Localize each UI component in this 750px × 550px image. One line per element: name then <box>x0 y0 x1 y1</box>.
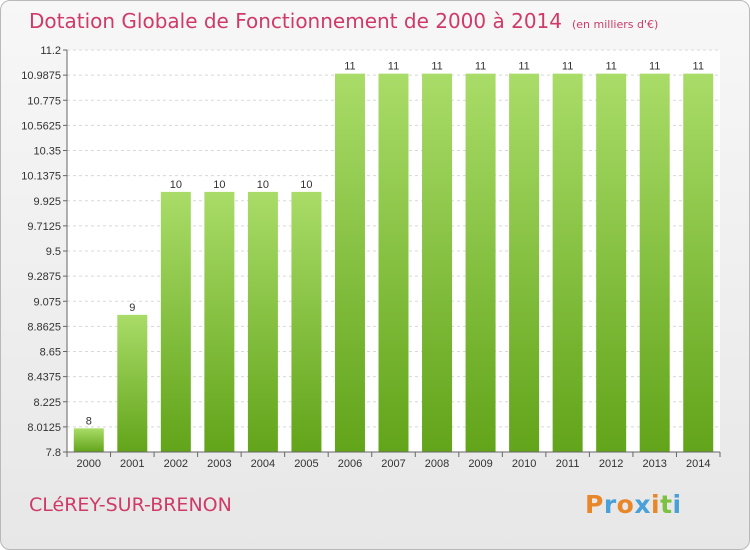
data-label: 11 <box>475 61 486 73</box>
chart-title: Dotation Globale de Fonctionnement de 20… <box>29 9 659 33</box>
y-tick-label: 10.775 <box>27 95 61 107</box>
x-tick-label: 2000 <box>77 458 101 470</box>
commune-name: CLéREY-SUR-BRENON <box>29 494 232 516</box>
y-tick-label: 8.8625 <box>27 321 61 333</box>
y-tick-label: 11.2 <box>40 45 61 57</box>
bar <box>509 73 540 452</box>
bar <box>204 191 235 452</box>
data-label: 11 <box>562 61 573 73</box>
proxiti-logo: Proxiti <box>585 490 682 519</box>
x-tick-label: 2013 <box>642 458 666 470</box>
x-tick-label: 2004 <box>251 458 275 470</box>
data-label: 11 <box>388 61 399 73</box>
x-tick-label: 2007 <box>381 458 405 470</box>
x-tick-label: 2003 <box>207 458 231 470</box>
bar <box>160 191 191 452</box>
bar <box>465 73 496 452</box>
bar <box>422 73 453 452</box>
bar <box>683 73 714 452</box>
y-tick-label: 9.075 <box>33 296 61 308</box>
data-label: 8 <box>86 415 92 427</box>
bar <box>378 73 409 452</box>
y-tick-label: 8.65 <box>40 347 61 359</box>
data-label: 10 <box>213 179 225 191</box>
x-tick-label: 2001 <box>120 458 144 470</box>
data-label: 11 <box>344 61 355 73</box>
x-tick-label: 2002 <box>164 458 188 470</box>
data-label: 9 <box>129 302 135 314</box>
logo-letter: i <box>651 490 661 519</box>
y-tick-label: 10.9875 <box>21 70 61 82</box>
y-tick-label: 10.35 <box>33 146 61 158</box>
data-label: 10 <box>257 179 269 191</box>
y-tick-label: 8.4375 <box>27 372 61 384</box>
data-label: 11 <box>431 61 442 73</box>
y-tick-label: 9.7125 <box>27 221 61 233</box>
data-label: 11 <box>693 61 704 73</box>
x-tick-label: 2014 <box>686 458 710 470</box>
x-tick-label: 2009 <box>468 458 492 470</box>
y-tick-label: 8.225 <box>33 397 61 409</box>
logo-letter: P <box>585 490 604 519</box>
data-label: 11 <box>518 61 529 73</box>
y-tick-label: 8.0125 <box>27 422 61 434</box>
y-tick-label: 10.1375 <box>21 171 61 183</box>
logo-letter: t <box>660 490 673 519</box>
y-tick-label: 9.5 <box>46 246 61 258</box>
x-tick-label: 2011 <box>556 458 580 470</box>
y-tick-label: 9.2875 <box>27 271 61 283</box>
data-label: 10 <box>300 179 312 191</box>
logo-letter: i <box>672 490 682 519</box>
bar <box>247 191 278 452</box>
x-tick-label: 2006 <box>338 458 362 470</box>
y-tick-label: 10.5625 <box>21 120 61 132</box>
bar <box>596 73 627 452</box>
bar <box>552 73 583 452</box>
data-label: 11 <box>605 61 616 73</box>
x-tick-label: 2012 <box>599 458 623 470</box>
bar <box>73 428 104 452</box>
bar <box>639 73 670 452</box>
logo-letter: o <box>616 490 635 519</box>
x-tick-label: 2005 <box>294 458 318 470</box>
unit-label: (en milliers d'€) <box>572 18 659 31</box>
x-tick-label: 2008 <box>425 458 449 470</box>
logo-letter: x <box>634 490 651 519</box>
y-tick-label: 9.925 <box>33 196 61 208</box>
data-label: 11 <box>649 61 660 73</box>
bar <box>291 191 322 452</box>
data-label: 10 <box>170 179 182 191</box>
bar <box>117 314 148 452</box>
logo-letter: r <box>603 490 617 519</box>
y-tick-label: 7.8 <box>46 447 61 459</box>
bar <box>334 73 365 452</box>
x-tick-label: 2010 <box>512 458 536 470</box>
